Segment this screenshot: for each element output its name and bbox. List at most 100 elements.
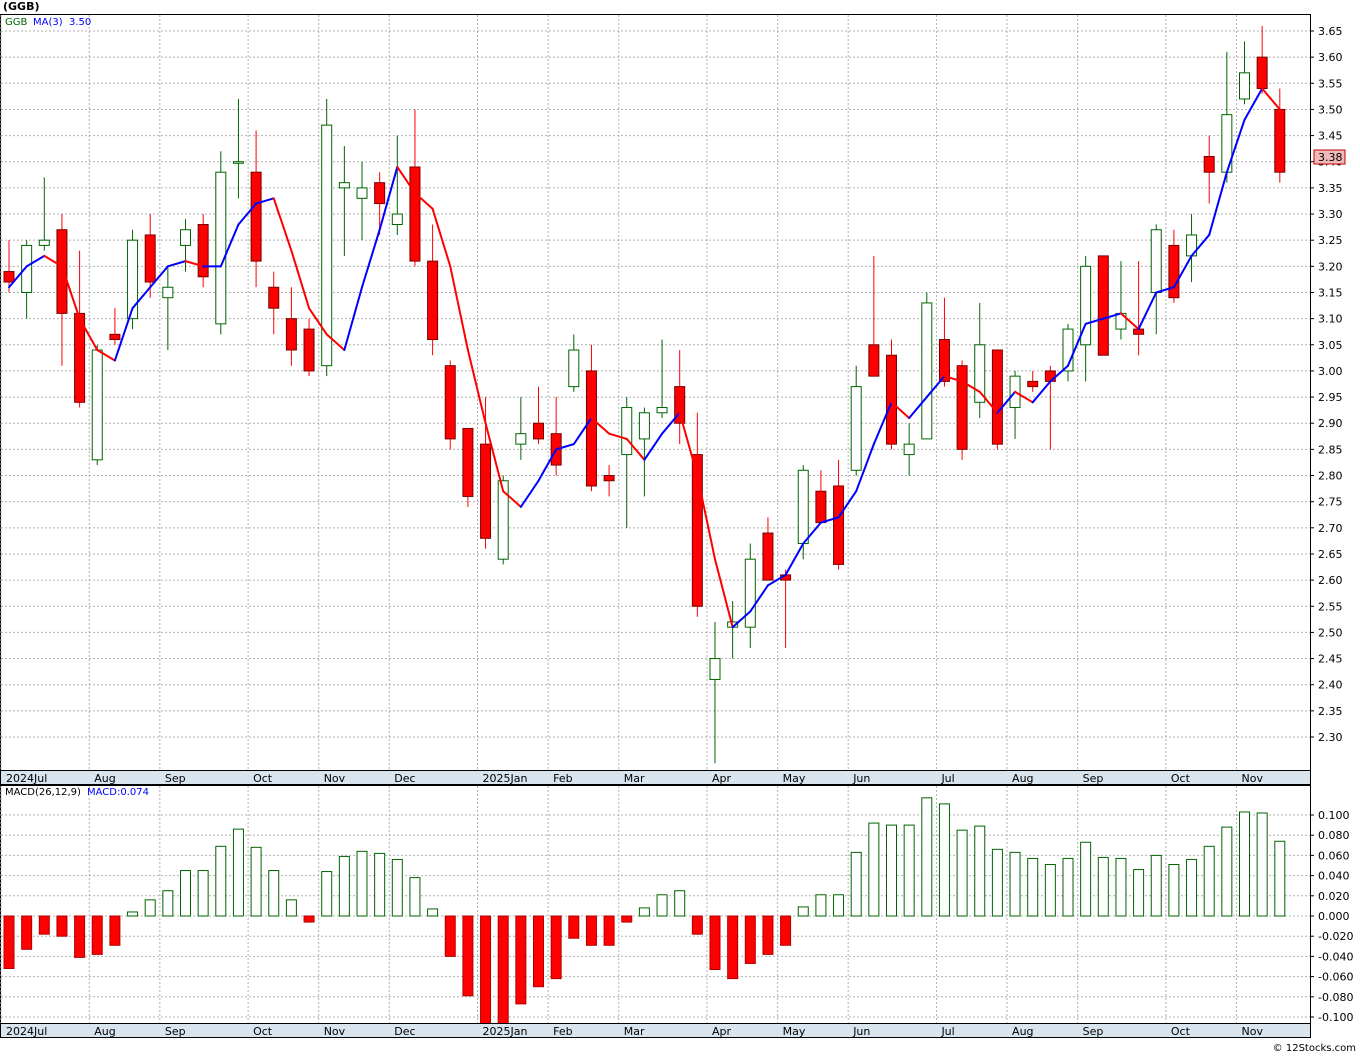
ma-line-segment: [731, 610, 752, 629]
price-x-tick-label: Apr: [712, 772, 732, 785]
macd-bar: [974, 825, 986, 917]
macd-x-tick-label: Nov: [324, 1025, 346, 1038]
candle-body: [3, 271, 15, 283]
candle-body: [127, 239, 139, 320]
price-x-tick-label: Nov: [1242, 772, 1264, 785]
ma-line-segment: [1049, 364, 1069, 383]
macd-bar: [568, 915, 580, 939]
macd-bar: [656, 894, 668, 917]
ma-line-segment: [8, 265, 28, 289]
macd-bar: [1115, 857, 1127, 917]
macd-bar: [744, 915, 756, 964]
price-legend-ma-label: MA(3): [33, 17, 63, 28]
macd-x-tick-label: 2025Jan: [483, 1025, 528, 1038]
macd-bar: [533, 915, 544, 988]
macd-bar: [550, 915, 562, 980]
macd-x-tick-label: Sep: [165, 1025, 186, 1038]
ma-line-segment: [608, 432, 628, 440]
macd-x-tick-label: Jun: [852, 1025, 870, 1038]
last-price-tag: [1313, 149, 1346, 165]
ma-line-segment: [855, 443, 875, 493]
macd-bar: [833, 894, 845, 917]
price-y-tick-label: 2.40: [1318, 679, 1343, 692]
candle-body: [391, 213, 403, 225]
candle-body: [656, 407, 668, 414]
candle-body: [674, 386, 686, 424]
ma-line-segment: [1084, 317, 1105, 325]
ma-line-segment: [661, 411, 681, 435]
macd-bar: [497, 915, 509, 1026]
macd-bar: [727, 915, 739, 980]
ma-line-segment: [1137, 291, 1158, 331]
ma-line-segment: [890, 401, 911, 419]
candle-body: [21, 244, 33, 293]
macd-bar: [303, 915, 315, 923]
ma-line-segment: [572, 416, 593, 446]
macd-legend-value: MACD:0.074: [87, 787, 149, 798]
candle-body: [480, 443, 492, 539]
price-legend-ma-value: 3.50: [69, 17, 91, 28]
price-y-tick-label: 3.00: [1318, 365, 1343, 378]
macd-bar: [232, 828, 244, 917]
macd-x-tick-label: Oct: [1171, 1025, 1191, 1038]
macd-legend-label: MACD(26,12,9): [5, 787, 81, 798]
candle-body: [585, 370, 597, 487]
price-panel-frame: [0, 14, 1311, 771]
ma-line-segment: [749, 584, 769, 613]
candle-body: [1168, 244, 1180, 299]
price-y-tick-label: 2.95: [1318, 391, 1343, 404]
candle-body: [938, 339, 950, 382]
macd-bar: [321, 871, 333, 917]
price-y-tick-label: 3.25: [1318, 234, 1343, 247]
ma-line-segment: [925, 375, 946, 399]
macd-bar: [850, 851, 862, 917]
macd-bar: [391, 858, 403, 917]
candle-body: [232, 161, 244, 164]
macd-bar: [1062, 857, 1074, 917]
macd-x-tick-label: Jul: [940, 1025, 954, 1038]
macd-y-tick-label: -0.020: [1318, 930, 1353, 943]
macd-x-tick-label: Dec: [394, 1025, 415, 1038]
price-x-tick-label: Oct: [253, 772, 273, 785]
price-y-tick-label: 3.60: [1318, 51, 1343, 64]
ma-line-segment: [996, 390, 1017, 414]
macd-bar: [956, 829, 968, 917]
macd-bar: [1274, 840, 1286, 917]
macd-bar: [1133, 869, 1145, 917]
ma-line-segment: [149, 265, 169, 289]
macd-bar: [938, 803, 950, 917]
candle-body: [180, 229, 191, 246]
price-y-tick-label: 2.85: [1318, 443, 1343, 456]
ma-line-segment: [908, 396, 928, 419]
candle-body: [285, 318, 297, 351]
macd-bar: [1080, 841, 1092, 917]
ma-line-segment: [714, 558, 734, 629]
ma-line-segment: [766, 573, 787, 587]
candle-body: [250, 171, 262, 262]
candle-body: [268, 286, 280, 309]
ma-line-segment: [378, 165, 399, 231]
macd-bar: [868, 822, 880, 917]
candle-body: [1239, 72, 1250, 100]
ma-line-segment: [1225, 118, 1246, 174]
candle-body: [903, 443, 915, 456]
ma-line-segment: [466, 349, 487, 425]
candle-body: [1274, 108, 1286, 173]
price-y-tick-label: 3.15: [1318, 286, 1343, 299]
price-y-tick-label: 3.10: [1318, 313, 1343, 326]
ma-line-segment: [1243, 87, 1264, 121]
price-x-tick-label: 2024Jul: [6, 772, 47, 785]
macd-bar: [621, 915, 633, 923]
price-x-tick-label: Sep: [1083, 772, 1104, 785]
macd-bar: [91, 915, 103, 955]
macd-y-tick-label: 0.000: [1318, 910, 1350, 923]
candle-body: [956, 365, 968, 450]
candle-body: [38, 239, 50, 246]
candle-body: [444, 365, 456, 440]
candle-body: [886, 354, 897, 445]
candle-body: [303, 328, 315, 372]
macd-bar: [1256, 812, 1268, 917]
candle-body: [762, 532, 774, 581]
macd-bar: [127, 911, 139, 917]
